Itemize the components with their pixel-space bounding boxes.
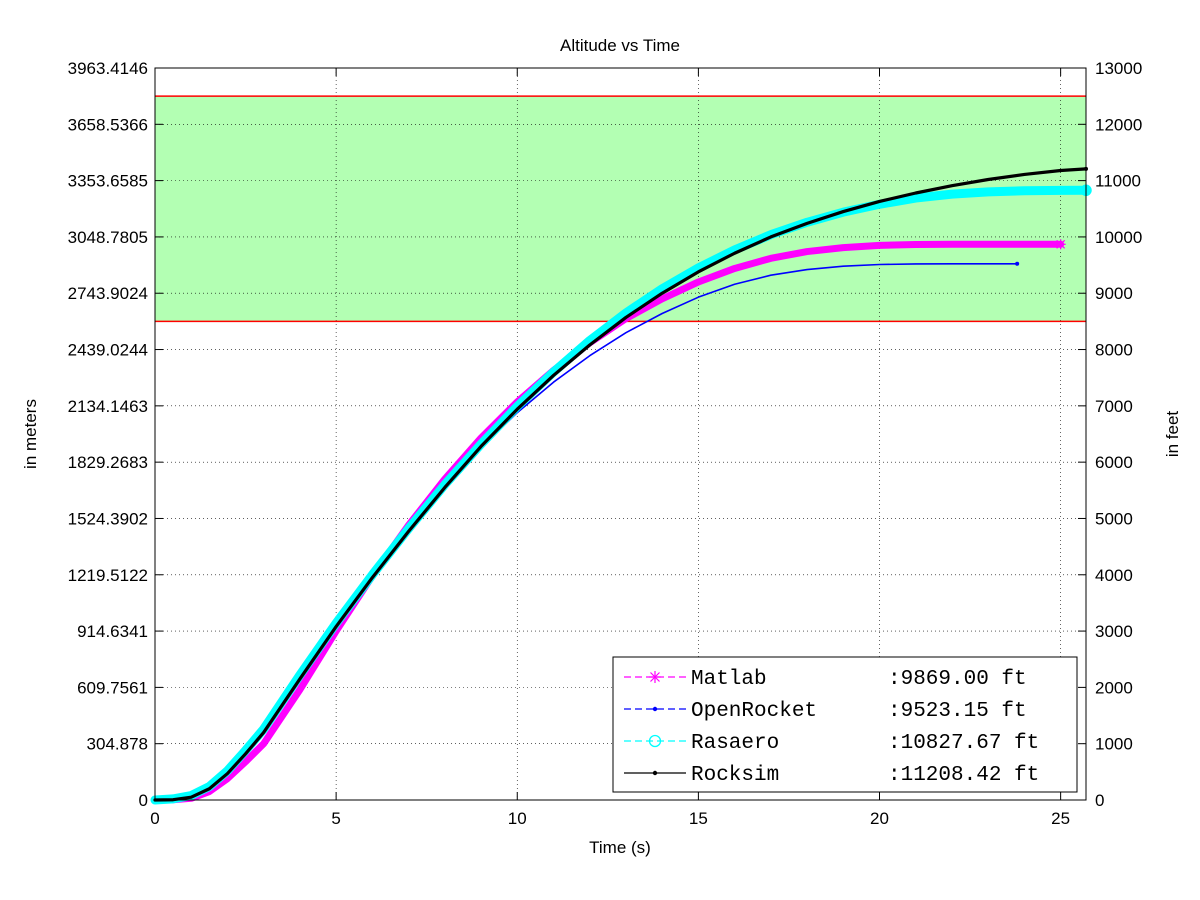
y-right-tick-label: 4000: [1095, 566, 1133, 585]
y-right-tick-label: 5000: [1095, 509, 1133, 528]
legend-box: [612, 656, 1078, 793]
y-right-tick-label: 13000: [1095, 59, 1142, 78]
legend-marker-rasaero: [648, 734, 662, 748]
legend-label-openrocket: OpenRocket: [691, 700, 817, 723]
legend: Matlab :9869.00 ft OpenRocket :9523.15 ft Ra…: [612, 656, 1078, 793]
y-right-tick-label: 1000: [1095, 735, 1133, 754]
x-tick-label: 20: [870, 809, 889, 828]
y-right-tick-label: 12000: [1095, 115, 1142, 134]
x-axis-label: Time (s): [589, 838, 651, 857]
legend-marker-rocksim: [652, 770, 658, 776]
y-left-tick-label: 3048.7805: [68, 228, 148, 247]
y-left-tick-label: 3353.6585: [68, 172, 148, 191]
y-right-tick-label: 7000: [1095, 397, 1133, 416]
legend-value-rocksim: :11208.42 ft: [888, 764, 1039, 787]
series-line-rocksim: [153, 167, 1088, 802]
y-axis-right-label: in feet: [1163, 411, 1182, 458]
legend-value-openrocket: :9523.15 ft: [888, 700, 1027, 723]
series-marker-openrocket: [1015, 261, 1020, 266]
x-tick-label: 0: [150, 809, 159, 828]
legend-value-matlab: :9869.00 ft: [888, 668, 1027, 691]
y-right-tick-label: 11000: [1095, 172, 1141, 191]
y-left-tick-label: 2439.0244: [68, 341, 148, 360]
series-line-rasaero: [150, 185, 1091, 805]
y-left-tick-label: 609.7561: [77, 678, 148, 697]
legend-label-matlab: Matlab: [691, 668, 767, 691]
y-right-tick-label: 3000: [1095, 622, 1133, 641]
y-right-tick-label: 10000: [1095, 228, 1142, 247]
y-left-tick-label: 914.6341: [77, 622, 148, 641]
legend-value-rasaero: :10827.67 ft: [888, 732, 1039, 755]
y-right-tick-label: 2000: [1095, 678, 1133, 697]
legend-marker-openrocket: [652, 706, 658, 712]
y-left-tick-label: 3963.4146: [68, 59, 148, 78]
x-tick-label: 5: [331, 809, 340, 828]
y-left-tick-label: 304.878: [87, 735, 148, 754]
y-right-tick-label: 6000: [1095, 453, 1133, 472]
chart-title: Altitude vs Time: [560, 36, 680, 55]
x-tick-label: 25: [1051, 809, 1070, 828]
y-left-tick-label: 1219.5122: [68, 566, 148, 585]
y-left-tick-label: 0: [139, 791, 148, 810]
series-marker-matlab: [1055, 239, 1066, 250]
y-left-tick-label: 1524.3902: [68, 509, 148, 528]
series-layer: [150, 166, 1092, 805]
y-left-tick-label: 3658.5366: [68, 115, 148, 134]
plot-frame: [154, 67, 1087, 801]
y-axis-left-label: in meters: [21, 399, 40, 469]
x-tick-label: 15: [689, 809, 708, 828]
legend-label-rocksim: Rocksim: [691, 764, 779, 787]
x-tick-label: 10: [508, 809, 527, 828]
target-altitude-band: [155, 96, 1086, 322]
y-left-tick-label: 2134.1463: [68, 397, 148, 416]
y-right-tick-label: 9000: [1095, 284, 1133, 303]
y-left-tick-label: 1829.2683: [68, 453, 148, 472]
legend-marker-matlab: [649, 671, 661, 683]
y-right-tick-label: 0: [1095, 791, 1104, 810]
y-left-tick-label: 2743.9024: [68, 284, 148, 303]
y-right-tick-label: 8000: [1095, 341, 1133, 360]
legend-label-rasaero: Rasaero: [691, 732, 779, 755]
